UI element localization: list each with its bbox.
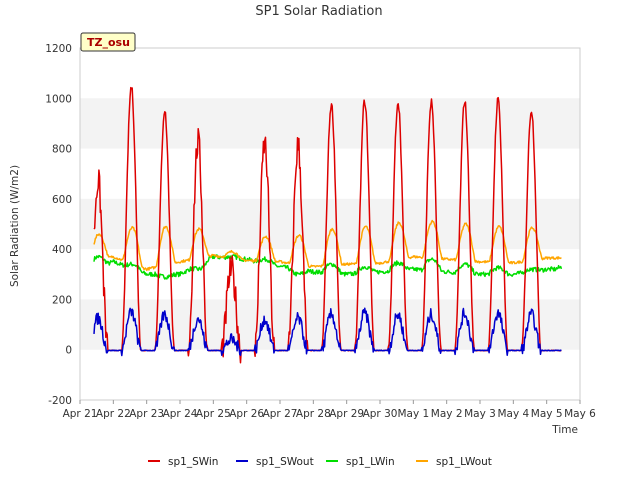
legend-item: sp1_LWout [416,456,492,468]
x-tick-label: May 3 [464,408,496,420]
x-tick-label: Apr 23 [129,408,164,420]
y-tick-label: 200 [52,294,72,306]
y-tick-label: 0 [65,345,72,357]
x-tick-label: Apr 30 [363,408,398,420]
x-tick-label: May 5 [531,408,563,420]
y-tick-label: 1000 [45,93,72,105]
x-tick-label: Apr 29 [329,408,364,420]
legend-label: sp1_LWin [346,456,395,468]
y-axis-ticks: -200 0 200 400 600 800 1000 1200 [45,43,72,407]
legend-label: sp1_SWout [256,456,314,468]
legend-label: sp1_LWout [436,456,492,468]
legend-item: sp1_LWin [326,456,395,468]
x-tick-label: Apr 25 [196,408,231,420]
x-axis-title: Time [551,424,578,436]
x-tick-label: Apr 26 [229,408,264,420]
x-tick-label: Apr 21 [63,408,98,420]
legend-item: sp1_SWout [236,456,314,468]
series-lines [93,86,563,364]
y-tick-label: -200 [48,395,72,407]
y-tick-label: 600 [52,194,72,206]
x-tick-label: May 1 [397,408,429,420]
y-tick-label: 400 [52,244,72,256]
y-tick-label: 800 [52,144,72,156]
tz-badge: TZ_osu [80,32,136,52]
legend-item: sp1_SWin [148,456,218,468]
y-axis-title: Solar Radiation (W/m2) [9,165,21,287]
legend: sp1_SWin sp1_SWout sp1_LWin sp1_LWout [148,456,492,468]
grid-band [80,198,580,250]
legend-label: sp1_SWin [168,456,218,468]
grid-band [80,299,580,350]
plot-area-frame [79,47,581,401]
x-tick-label: Apr 28 [296,408,331,420]
x-tick-label: May 6 [564,408,596,420]
x-tick-label: May 2 [431,408,463,420]
series-line-sp1-lwout [93,219,562,272]
tz-badge-label: TZ_osu [87,36,130,49]
x-tick-label: Apr 27 [263,408,298,420]
series-line-sp1-lwin [93,254,563,280]
y-tick-label: 1200 [45,43,72,55]
x-tick-label: Apr 22 [96,408,131,420]
tz-badge-box [80,32,136,52]
chart-title: SP1 Solar Radiation [255,4,382,19]
x-tick-label: Apr 24 [163,408,198,420]
x-tick-label: May 4 [497,408,529,420]
series-line-sp1-swout [93,307,562,357]
